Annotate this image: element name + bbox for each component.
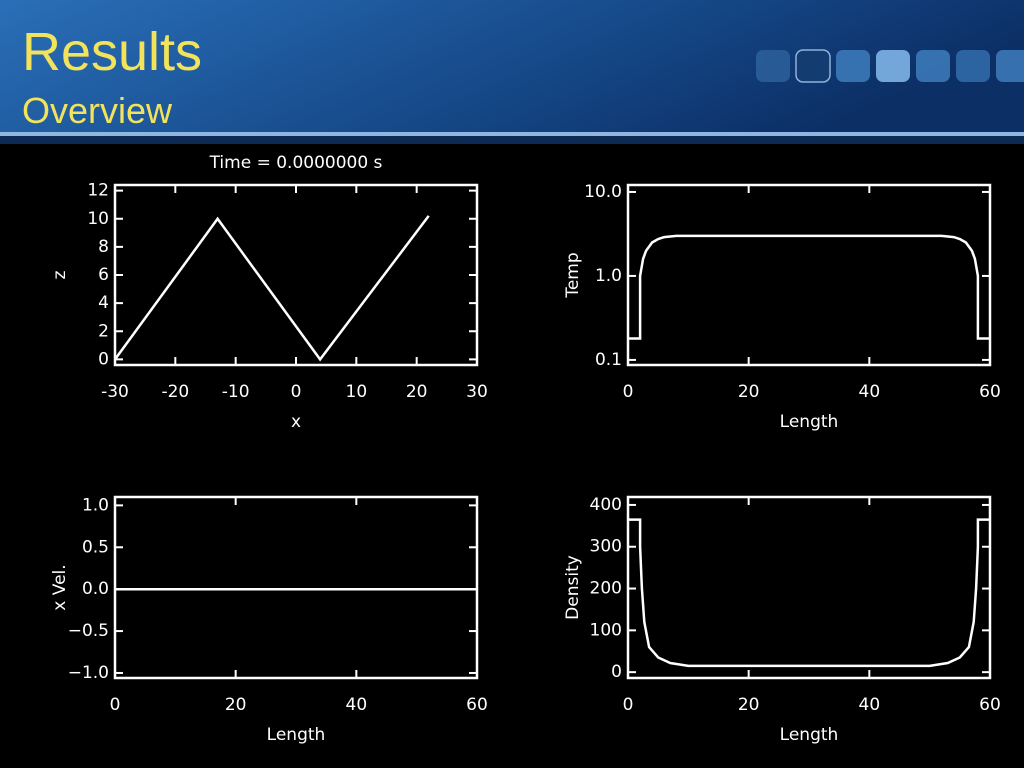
y-tick-label: 6 — [98, 265, 109, 285]
y-tick-label: 100 — [590, 620, 622, 640]
y-axis-label: x Vel. — [50, 564, 70, 610]
x-tick-label: 20 — [738, 695, 760, 715]
slide-subtitle: Overview — [22, 90, 173, 131]
x-tick-label: 60 — [979, 695, 1001, 715]
chart-title: Time = 0.0000000 s — [209, 153, 383, 173]
y-tick-label: 1.0 — [595, 266, 622, 286]
x-tick-label: 40 — [346, 695, 368, 715]
y-tick-label: 0 — [611, 662, 622, 682]
slide-title: Results — [22, 22, 202, 82]
y-tick-label: 0.5 — [82, 537, 109, 557]
x-axis-label: Length — [780, 725, 839, 745]
y-tick-label: 0 — [98, 349, 109, 369]
x-tick-label: 10 — [346, 382, 368, 402]
x-tick-label: 0 — [623, 695, 634, 715]
x-tick-label: 40 — [859, 695, 881, 715]
y-tick-label: 0.1 — [595, 350, 622, 370]
x-tick-label: 30 — [466, 382, 488, 402]
plot-frame — [113, 495, 479, 680]
x-tick-label: 20 — [406, 382, 428, 402]
y-tick-label: 300 — [590, 537, 622, 557]
y-tick-label: 10.0 — [584, 182, 622, 202]
y-tick-label: 400 — [590, 495, 622, 515]
y-tick-label: 4 — [98, 293, 109, 313]
x-tick-label: -30 — [101, 382, 129, 402]
y-tick-label: −0.5 — [68, 621, 109, 641]
y-axis-label: Temp — [563, 252, 583, 298]
y-tick-label: 200 — [590, 579, 622, 599]
header-rule — [0, 132, 1024, 136]
y-tick-label: 8 — [98, 237, 109, 257]
y-tick-label: −1.0 — [68, 663, 109, 683]
y-tick-label: 0.0 — [82, 579, 109, 599]
y-tick-label: 10 — [87, 209, 109, 229]
x-tick-label: 40 — [859, 382, 881, 402]
data-line — [113, 215, 430, 362]
x-tick-label: 20 — [738, 382, 760, 402]
x-tick-label: 0 — [291, 382, 302, 402]
x-tick-label: 20 — [225, 695, 247, 715]
plot-frame — [113, 183, 479, 367]
y-tick-label: 12 — [87, 181, 109, 201]
x-tick-label: 0 — [110, 695, 121, 715]
x-axis-label: x — [291, 412, 301, 432]
x-axis-label: Length — [780, 412, 839, 432]
x-tick-label: 60 — [466, 695, 488, 715]
data-line — [628, 518, 990, 668]
y-tick-label: 1.0 — [82, 495, 109, 515]
x-tick-label: 60 — [979, 382, 1001, 402]
y-axis-label: Density — [563, 555, 583, 620]
x-tick-label: -10 — [222, 382, 250, 402]
x-tick-label: 0 — [623, 382, 634, 402]
plot-frame — [626, 183, 992, 367]
header-shadow — [0, 136, 1024, 144]
decor-squares — [756, 49, 1024, 83]
data-line — [628, 234, 990, 340]
x-tick-label: -20 — [161, 382, 189, 402]
plot-frame — [626, 495, 992, 680]
y-axis-label: z — [50, 270, 70, 279]
x-axis-label: Length — [267, 725, 326, 745]
y-tick-label: 2 — [98, 321, 109, 341]
